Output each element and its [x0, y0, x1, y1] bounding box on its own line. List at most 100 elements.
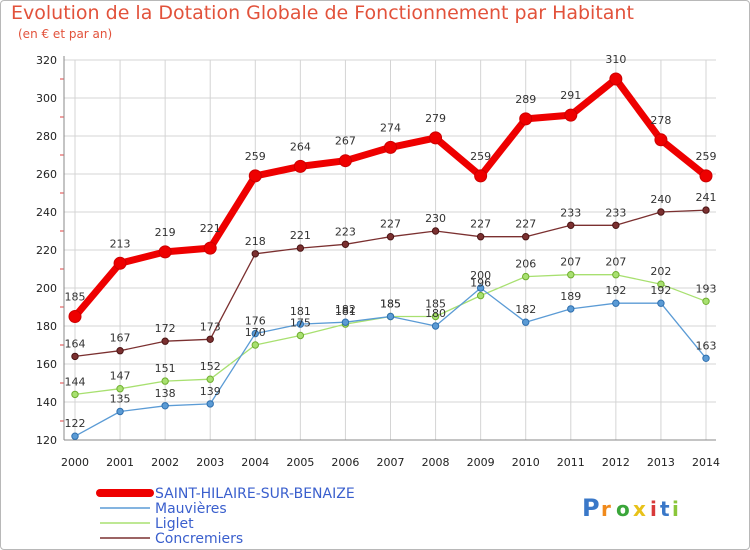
x-tick-label: 2002: [151, 456, 179, 469]
data-point: [161, 402, 169, 410]
data-point: [567, 221, 575, 230]
legend-label: SAINT-HILAIRE-SUR-BENAIZE: [155, 486, 355, 502]
data-label: 193: [696, 282, 717, 295]
data-label: 200: [470, 269, 491, 282]
data-label: 207: [560, 256, 581, 269]
data-label: 196: [470, 277, 491, 290]
x-tick-label: 2014: [692, 456, 720, 469]
data-point: [116, 347, 124, 355]
chart-title: Evolution de la Dotation Globale de Fonc…: [11, 2, 634, 24]
data-point: [612, 299, 620, 307]
data-point: [341, 318, 350, 326]
data-point: [567, 305, 575, 313]
data-point: [609, 72, 623, 86]
data-label: 180: [425, 307, 446, 320]
data-label: 182: [515, 303, 536, 316]
data-point: [522, 318, 530, 326]
data-point: [476, 291, 485, 300]
data-label: 173: [200, 320, 221, 333]
legend: SAINT-HILAIRE-SUR-BENAIZEMauvièresLiglet…: [96, 486, 355, 547]
x-tick-label: 2006: [331, 456, 359, 469]
data-point: [293, 159, 307, 173]
data-label: 227: [515, 218, 536, 231]
data-label: 223: [335, 225, 356, 238]
data-label: 291: [560, 89, 581, 102]
x-tick-label: 2009: [467, 456, 495, 469]
data-label: 278: [650, 114, 671, 127]
y-tick-label: 200: [36, 282, 57, 295]
logo-letter: i: [650, 497, 657, 521]
data-point: [296, 331, 305, 340]
y-tick-label: 280: [36, 130, 57, 143]
label-layer: 164 167 172 173 218 221 223 227 230 227 227 233 233 2…: [65, 53, 717, 430]
data-point: [431, 312, 440, 321]
data-point: [702, 297, 710, 305]
legend-label: Mauvières: [155, 501, 227, 517]
data-label: 259: [696, 150, 717, 163]
data-point: [431, 227, 440, 235]
x-tick-label: 2007: [377, 456, 405, 469]
data-label: 192: [650, 284, 671, 297]
data-point: [384, 140, 397, 154]
data-label: 213: [110, 237, 131, 250]
x-tick-label: 2011: [557, 456, 585, 469]
data-label: 167: [110, 332, 131, 345]
data-point: [71, 352, 79, 361]
data-label: 241: [696, 191, 717, 204]
data-point: [71, 390, 79, 399]
y-tick-label: 240: [36, 206, 57, 219]
data-label: 147: [110, 370, 131, 383]
data-label: 202: [650, 265, 671, 278]
data-label: 310: [605, 53, 626, 66]
data-point: [68, 310, 82, 323]
logo-letter: o: [616, 497, 630, 521]
data-point: [612, 221, 620, 230]
data-point: [476, 233, 485, 241]
data-point: [248, 169, 262, 183]
data-label: 139: [200, 385, 221, 398]
data-point: [206, 335, 214, 343]
data-label: 152: [200, 360, 221, 373]
data-label: 176: [245, 315, 266, 328]
data-label: 230: [425, 212, 446, 225]
data-label: 289: [515, 93, 536, 106]
legend-label: Concremiers: [155, 531, 243, 547]
logo-letter: t: [660, 497, 670, 521]
logo-letter: P: [582, 494, 600, 522]
y-tick-label: 120: [36, 434, 57, 447]
x-tick-label: 2008: [422, 456, 450, 469]
data-point: [657, 299, 665, 307]
data-point: [113, 256, 127, 270]
data-point: [386, 312, 395, 321]
y-tick-label: 140: [36, 396, 57, 409]
x-tick-label: 2001: [106, 456, 134, 469]
data-point: [564, 108, 578, 122]
data-label: 259: [245, 150, 266, 163]
y-tick-label: 320: [36, 54, 57, 67]
data-point: [567, 271, 575, 279]
data-point: [702, 206, 710, 214]
data-point: [341, 240, 350, 249]
data-point: [71, 432, 79, 440]
data-point: [522, 272, 530, 281]
data-label: 122: [65, 417, 86, 430]
data-point: [519, 112, 533, 126]
data-point: [431, 322, 440, 330]
data-point: [429, 131, 443, 145]
x-tick-label: 2004: [241, 456, 269, 469]
x-tick-label: 2010: [512, 456, 540, 469]
data-point: [158, 245, 172, 259]
data-label: 170: [245, 326, 266, 339]
data-label: 274: [380, 121, 401, 134]
data-point: [612, 271, 620, 279]
data-label: 279: [425, 112, 446, 125]
data-label: 138: [155, 387, 176, 400]
data-point: [522, 233, 530, 241]
data-label: 144: [65, 375, 86, 388]
legend-label: Liglet: [155, 516, 194, 532]
x-tick-label: 2005: [286, 456, 314, 469]
data-label: 172: [155, 322, 176, 335]
data-point: [251, 341, 259, 349]
data-point: [161, 377, 169, 385]
